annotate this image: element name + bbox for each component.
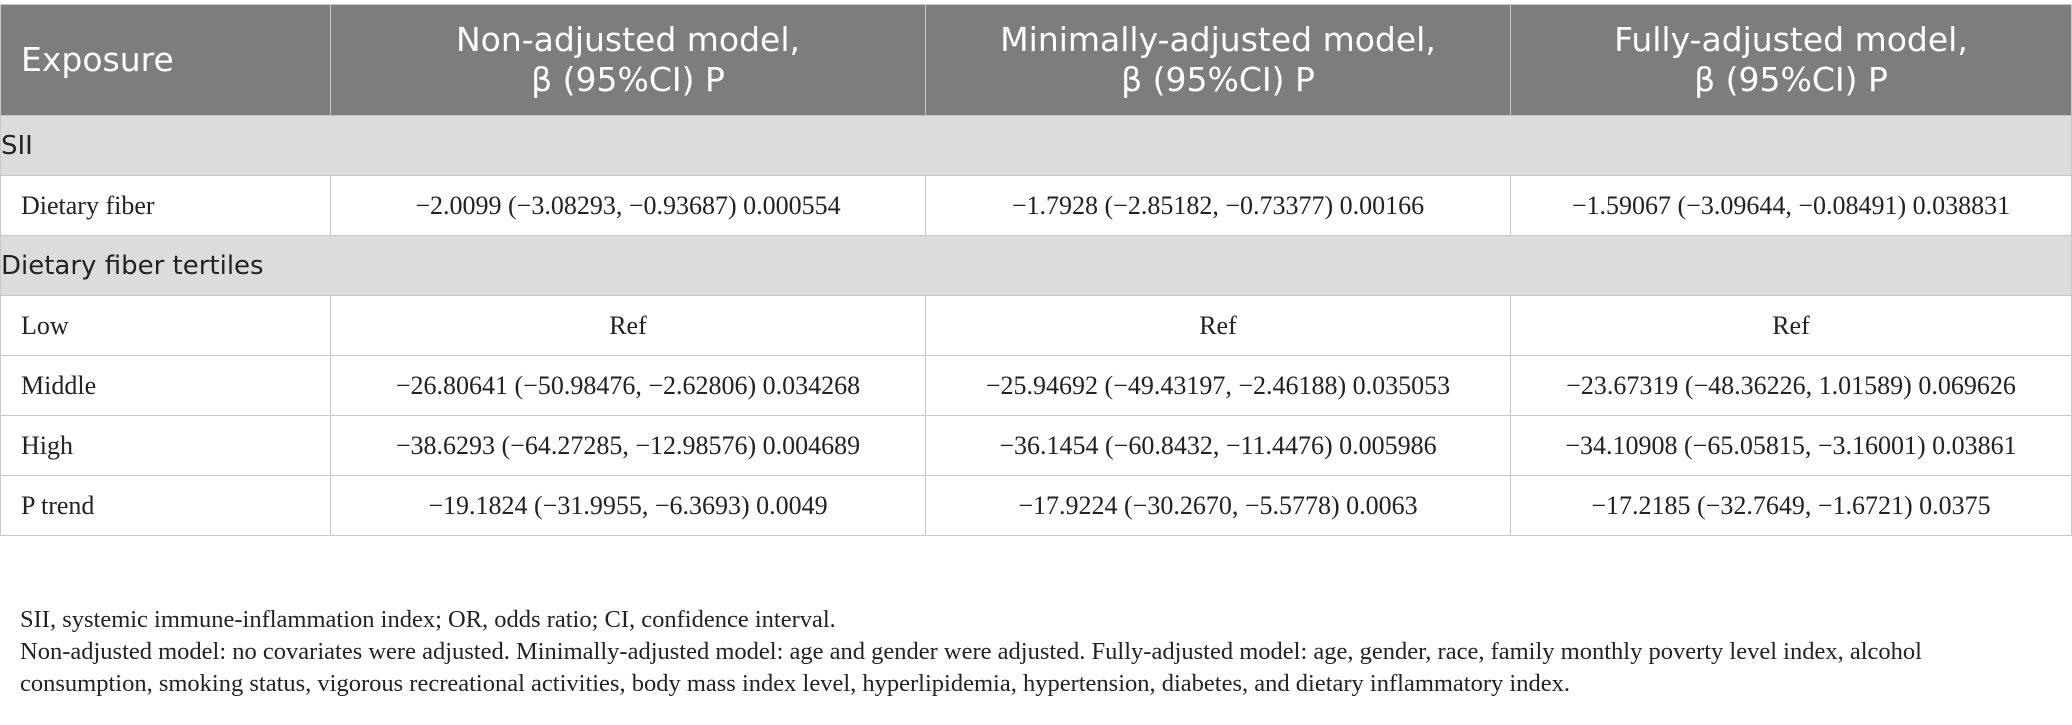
table-row: Dietary fiber −2.0099 (−3.08293, −0.9368…: [0, 175, 2072, 236]
fully-adjusted-cell: Ref: [1510, 295, 2072, 356]
minimally-adjusted-cell: Ref: [925, 295, 1511, 356]
non-adjusted-cell: −38.6293 (−64.27285, −12.98576) 0.004689: [330, 415, 926, 476]
non-adjusted-cell: −2.0099 (−3.08293, −0.93687) 0.000554: [330, 175, 926, 236]
header-minimally-adjusted-model: Minimally-adjusted model, β (95%CI) P: [925, 4, 1511, 116]
minimally-adjusted-cell: −36.1454 (−60.8432, −11.4476) 0.005986: [925, 415, 1511, 476]
fully-adjusted-cell: −34.10908 (−65.05815, −3.16001) 0.03861: [1510, 415, 2072, 476]
minimally-adjusted-cell: −1.7928 (−2.85182, −0.73377) 0.00166: [925, 175, 1511, 236]
footnote-abbreviations: SII, systemic immune-inflammation index;…: [20, 606, 836, 633]
minimally-adjusted-cell: −17.9224 (−30.2670, −5.5778) 0.0063: [925, 475, 1511, 536]
non-adjusted-cell: −19.1824 (−31.9955, −6.3693) 0.0049: [330, 475, 926, 536]
minimally-adjusted-cell: −25.94692 (−49.43197, −2.46188) 0.035053: [925, 355, 1511, 416]
table-row: High −38.6293 (−64.27285, −12.98576) 0.0…: [0, 415, 2072, 476]
section-title: SII: [0, 115, 2072, 176]
fully-adjusted-cell: −17.2185 (−32.7649, −1.6721) 0.0375: [1510, 475, 2072, 536]
fully-adjusted-cell: −23.67319 (−48.36226, 1.01589) 0.069626: [1510, 355, 2072, 416]
fully-adjusted-cell: −1.59067 (−3.09644, −0.08491) 0.038831: [1510, 175, 2072, 236]
table-row: Middle −26.80641 (−50.98476, −2.62806) 0…: [0, 355, 2072, 416]
section-title: Dietary fiber tertiles: [0, 235, 2072, 296]
table-row: Low Ref Ref Ref: [0, 295, 2072, 356]
exposure-cell: P trend: [0, 475, 331, 536]
table-row: P trend −19.1824 (−31.9955, −6.3693) 0.0…: [0, 475, 2072, 536]
table-footnotes: SII, systemic immune-inflammation index;…: [20, 604, 2060, 700]
header-fully-adjusted-model: Fully-adjusted model, β (95%CI) P: [1510, 4, 2072, 116]
header-non-adjusted-model: Non-adjusted model, β (95%CI) P: [330, 4, 926, 116]
exposure-cell: Dietary fiber: [0, 175, 331, 236]
table-header-row: Exposure Non-adjusted model, β (95%CI) P …: [0, 4, 2072, 116]
non-adjusted-cell: Ref: [330, 295, 926, 356]
exposure-cell: High: [0, 415, 331, 476]
header-exposure: Exposure: [0, 4, 331, 116]
section-row-dietary-fiber-tertiles: Dietary fiber tertiles: [0, 235, 2072, 296]
exposure-cell: Low: [0, 295, 331, 356]
section-row-sii: SII: [0, 115, 2072, 176]
results-table: Exposure Non-adjusted model, β (95%CI) P …: [0, 4, 2072, 536]
footnote-models: Non-adjusted model: no covariates were a…: [20, 638, 1922, 697]
non-adjusted-cell: −26.80641 (−50.98476, −2.62806) 0.034268: [330, 355, 926, 416]
exposure-cell: Middle: [0, 355, 331, 416]
